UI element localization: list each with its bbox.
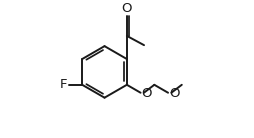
Text: O: O [122,2,132,15]
Text: O: O [169,87,180,100]
Text: O: O [142,87,152,100]
Text: F: F [60,78,68,91]
